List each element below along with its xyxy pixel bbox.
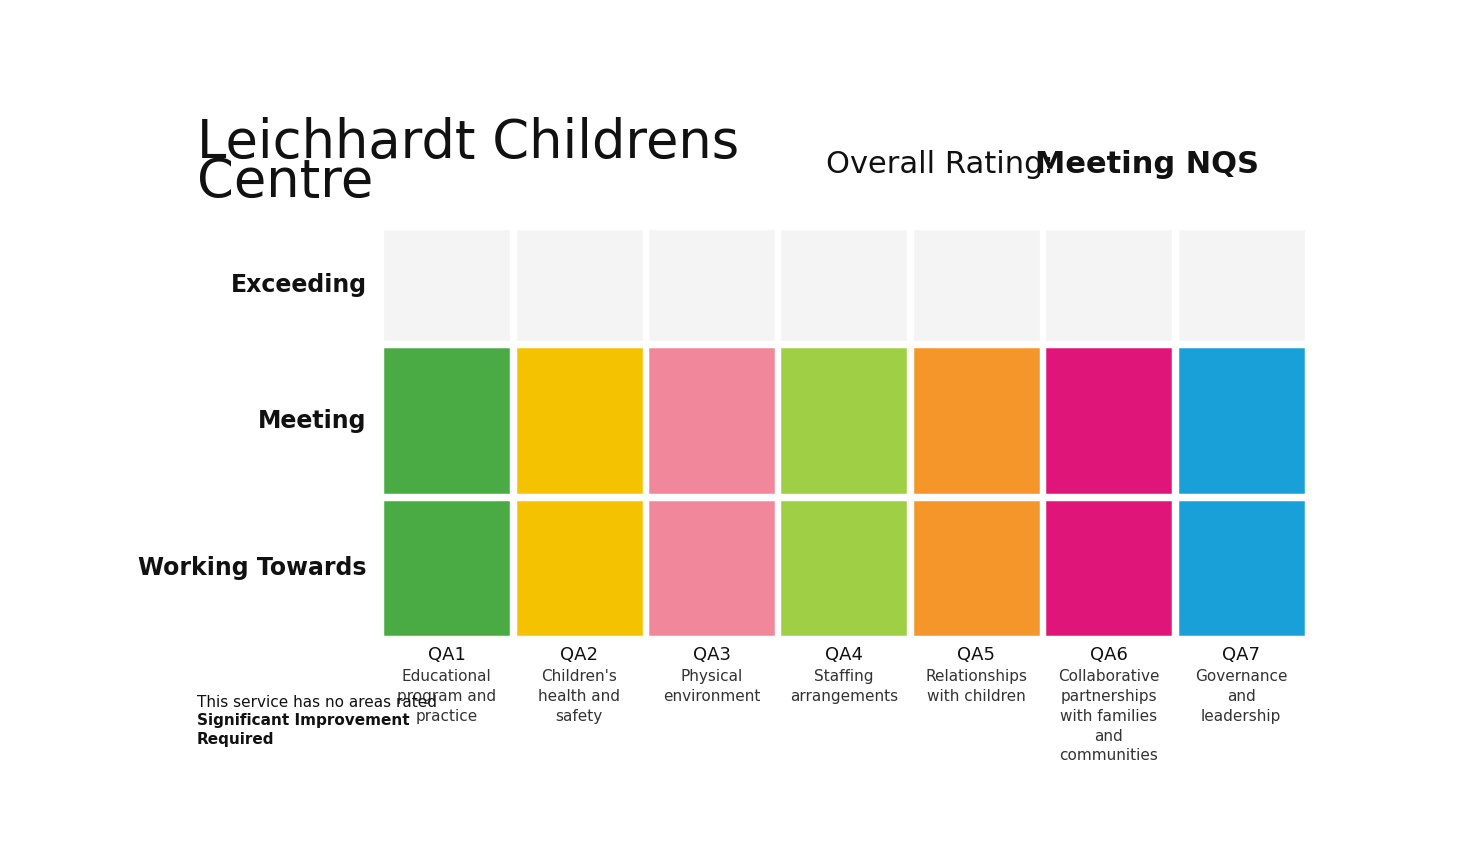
Text: Working Towards: Working Towards [138,556,367,580]
Bar [1176,346,1305,495]
Bar [515,346,644,495]
Text: This service has no areas rated: This service has no areas rated [198,695,437,709]
Text: QA2: QA2 [560,646,598,664]
Text: Physical
environment: Physical environment [663,669,761,704]
Text: Meeting: Meeting [257,408,367,433]
Text: QA1: QA1 [427,646,465,664]
Bar [515,499,644,636]
Bar [1176,499,1305,636]
Text: Children's
health and
safety: Children's health and safety [538,669,620,724]
Bar [382,346,511,495]
Bar [1045,499,1173,636]
Text: QA4: QA4 [825,646,863,664]
Bar [647,228,775,342]
Text: Staffing
arrangements: Staffing arrangements [790,669,898,704]
Text: Relationships
with children: Relationships with children [926,669,1027,704]
Text: QA3: QA3 [692,646,730,664]
Bar [780,346,909,495]
Text: Governance
and
leadership: Governance and leadership [1195,669,1287,724]
Text: Exceeding: Exceeding [231,273,367,298]
Text: Collaborative
partnerships
with families
and
communities: Collaborative partnerships with families… [1058,669,1160,764]
Bar [1045,346,1173,495]
Text: QA7: QA7 [1222,646,1260,664]
Bar [1176,228,1305,342]
Text: Leichhardt Childrens: Leichhardt Childrens [198,117,739,169]
Bar [647,499,775,636]
Text: Meeting NQS: Meeting NQS [1036,150,1260,179]
Text: Educational
program and
practice: Educational program and practice [396,669,496,724]
Text: Overall Rating:: Overall Rating: [827,150,1064,179]
Bar [780,228,909,342]
Bar [382,228,511,342]
Bar [911,346,1040,495]
Text: QA6: QA6 [1090,646,1128,664]
Text: Significant Improvement
Required: Significant Improvement Required [198,713,410,747]
Bar [515,228,644,342]
Bar [382,499,511,636]
Bar [1045,228,1173,342]
Bar [647,346,775,495]
Bar [911,228,1040,342]
Bar [911,499,1040,636]
Text: Centre: Centre [198,156,373,207]
Text: QA5: QA5 [957,646,995,664]
Bar [780,499,909,636]
